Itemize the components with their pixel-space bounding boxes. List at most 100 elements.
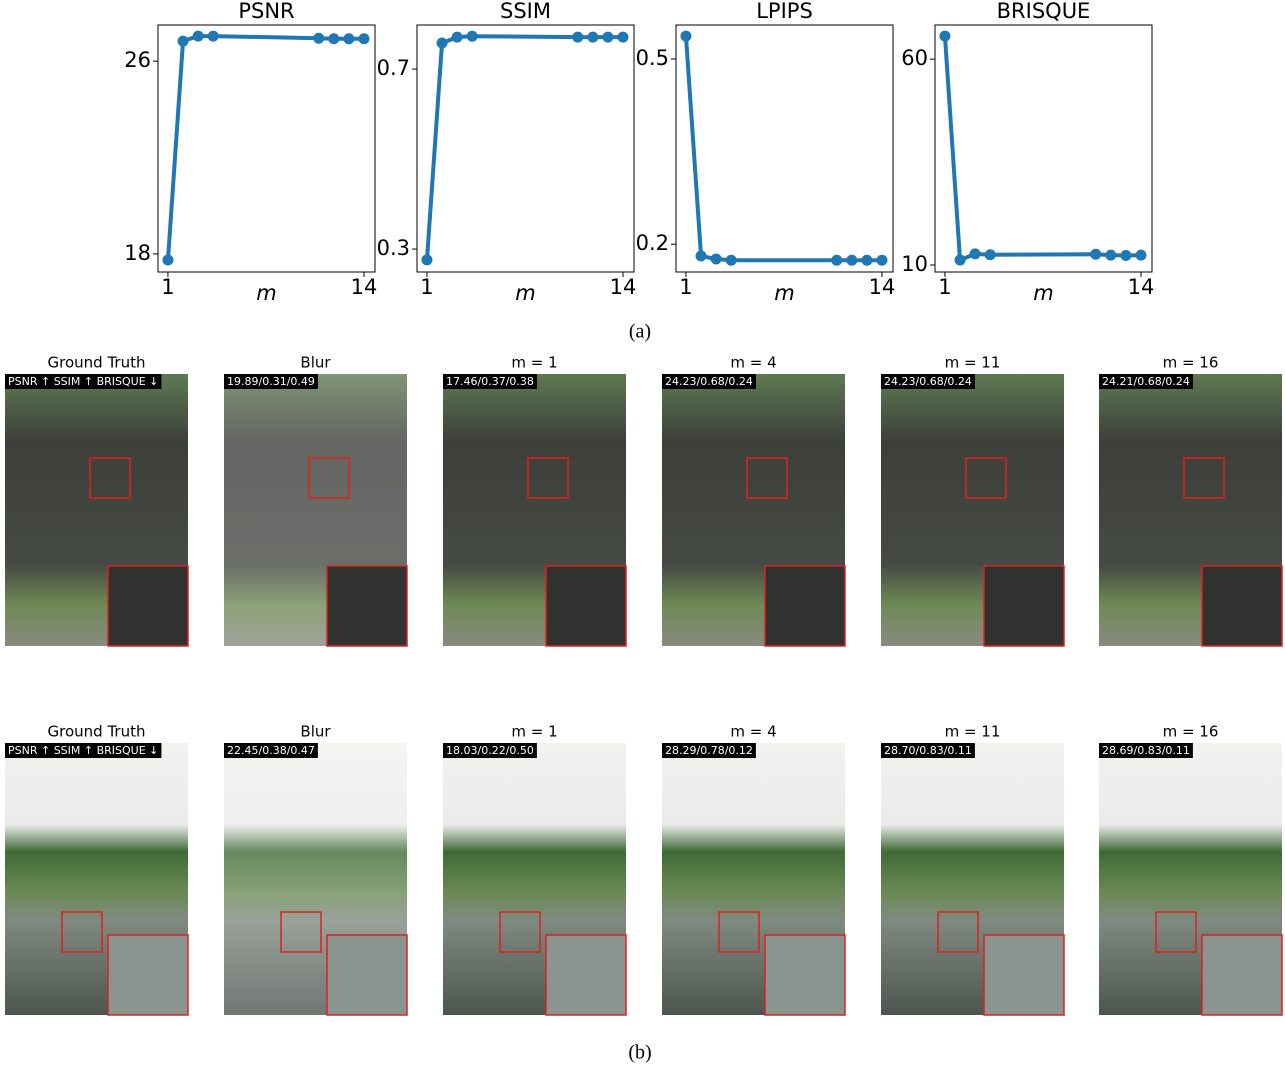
metrics-label: 28.29/0.78/0.12	[665, 744, 753, 757]
metrics-label: 19.89/0.31/0.49	[227, 375, 315, 388]
metrics-label: 28.69/0.83/0.11	[1102, 744, 1190, 757]
marker	[421, 254, 432, 265]
metrics-label: 18.03/0.22/0.50	[446, 744, 534, 757]
y-tick-label: 18	[124, 241, 151, 265]
marker	[1135, 250, 1146, 261]
panel-title: m = 1	[511, 354, 557, 372]
chart-title: BRISQUE	[997, 0, 1091, 23]
marker	[193, 31, 204, 42]
marker	[696, 250, 707, 261]
metrics-label: PSNR ↑ SSIM ↑ BRISQUE ↓	[8, 375, 158, 388]
caption: (a)	[629, 321, 651, 343]
zoom-inset	[327, 935, 407, 1015]
panel-title: m = 16	[1163, 723, 1219, 741]
marker	[452, 32, 463, 43]
y-tick-label: 60	[901, 46, 928, 70]
y-tick-label: 0.2	[636, 231, 669, 255]
marker	[178, 36, 189, 47]
y-tick-label: 0.5	[636, 46, 669, 70]
marker	[1090, 249, 1101, 260]
marker	[861, 255, 872, 266]
marker	[313, 33, 324, 44]
marker	[680, 31, 691, 42]
line	[945, 36, 1141, 260]
marker	[208, 31, 219, 42]
marker	[343, 33, 354, 44]
zoom-inset	[984, 566, 1064, 646]
marker	[970, 248, 981, 259]
x-axis-label: m	[774, 281, 794, 305]
metrics-label: 24.23/0.68/0.24	[884, 375, 972, 388]
panel-title: m = 11	[945, 723, 1001, 741]
plot-frame	[417, 25, 634, 272]
y-tick-label: 0.7	[377, 56, 410, 80]
marker	[711, 254, 722, 265]
zoom-inset	[546, 566, 626, 646]
x-tick-label: 1	[679, 275, 692, 299]
x-tick-label: 1	[161, 275, 174, 299]
zoom-inset	[546, 935, 626, 1015]
plot-frame	[676, 25, 893, 272]
metrics-label: 24.21/0.68/0.24	[1102, 375, 1190, 388]
panel-title: m = 1	[511, 723, 557, 741]
marker	[328, 33, 339, 44]
x-axis-label: m	[256, 281, 276, 305]
zoom-inset	[327, 566, 407, 646]
panel-title: m = 4	[730, 723, 776, 741]
panel-title: m = 11	[945, 354, 1001, 372]
marker	[437, 37, 448, 48]
marker	[846, 255, 857, 266]
panel-title: Blur	[300, 723, 331, 741]
line	[168, 36, 364, 260]
caption: (b)	[628, 1042, 651, 1064]
figure: (a) (b) PSNR 18 26 1 14 m SSIM 0.3 0.7 1 14 m LPIPS 0…	[0, 0, 1285, 1069]
chart-title: SSIM	[500, 0, 551, 23]
marker	[602, 32, 613, 43]
x-tick-label: 1	[420, 275, 433, 299]
panel-title: Ground Truth	[48, 723, 146, 741]
zoom-inset	[765, 935, 845, 1015]
marker	[1120, 250, 1131, 261]
metrics-label: 17.46/0.37/0.38	[446, 375, 534, 388]
marker	[985, 249, 996, 260]
x-axis-label: m	[515, 281, 535, 305]
y-tick-label: 26	[124, 48, 151, 72]
chart-title: LPIPS	[756, 0, 813, 23]
x-tick-label: 14	[1128, 275, 1155, 299]
marker	[572, 32, 583, 43]
marker	[467, 31, 478, 42]
panel-title: m = 16	[1163, 354, 1219, 372]
x-tick-label: 1	[938, 275, 951, 299]
y-tick-label: 0.3	[377, 236, 410, 260]
y-tick-label: 10	[901, 252, 928, 276]
zoom-inset	[1202, 566, 1282, 646]
x-tick-label: 14	[351, 275, 378, 299]
x-tick-label: 14	[869, 275, 896, 299]
x-tick-label: 14	[610, 275, 637, 299]
marker	[726, 255, 737, 266]
metrics-label: 24.23/0.68/0.24	[665, 375, 753, 388]
metrics-label: 28.70/0.83/0.11	[884, 744, 972, 757]
panel-title: Blur	[300, 354, 331, 372]
chart-title: PSNR	[238, 0, 294, 23]
marker	[831, 255, 842, 266]
plot-frame	[158, 25, 375, 272]
x-axis-label: m	[1033, 281, 1053, 305]
zoom-inset	[108, 566, 188, 646]
marker	[876, 255, 887, 266]
metrics-label: PSNR ↑ SSIM ↑ BRISQUE ↓	[8, 744, 158, 757]
zoom-inset	[1202, 935, 1282, 1015]
marker	[587, 32, 598, 43]
zoom-inset	[108, 935, 188, 1015]
metrics-label: 22.45/0.38/0.47	[227, 744, 315, 757]
marker	[617, 32, 628, 43]
marker	[955, 255, 966, 266]
line	[686, 36, 882, 260]
zoom-inset	[984, 935, 1064, 1015]
plot-frame	[935, 25, 1152, 272]
marker	[939, 31, 950, 42]
zoom-inset	[765, 566, 845, 646]
marker	[1105, 250, 1116, 261]
marker	[358, 33, 369, 44]
panel-title: Ground Truth	[48, 354, 146, 372]
